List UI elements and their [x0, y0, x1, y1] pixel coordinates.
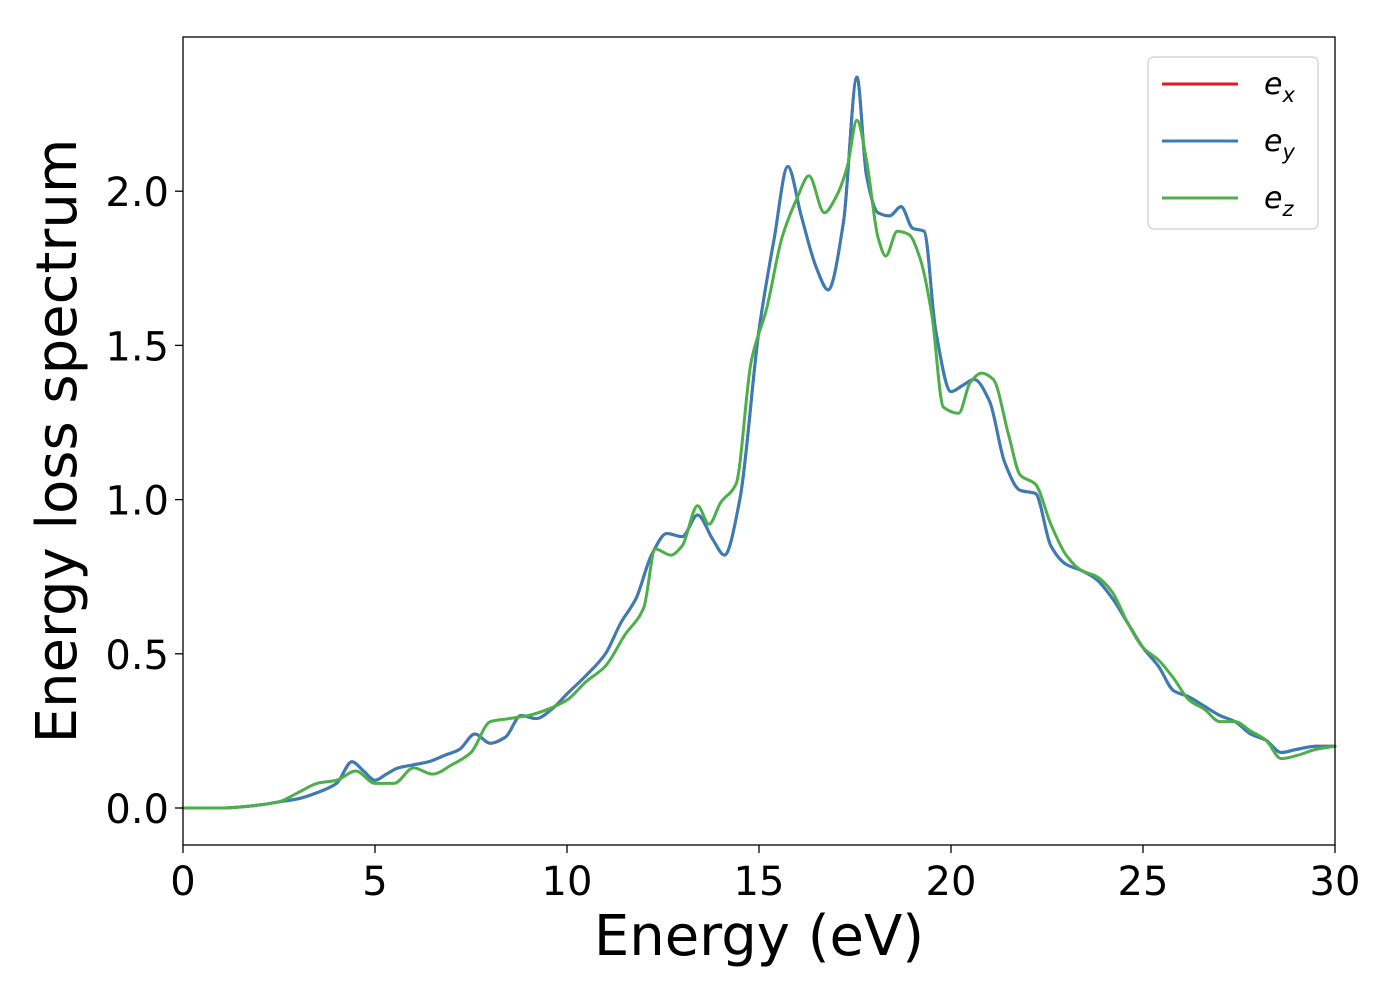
x-tick-label: 25 — [1118, 859, 1169, 905]
y-tick-label: 1.5 — [105, 324, 169, 370]
x-axis-title: Energy (eV) — [594, 904, 924, 969]
y-axis-title: Energy loss spectrum — [25, 139, 90, 744]
y-tick-label: 0.0 — [105, 787, 169, 833]
y-tick-label: 0.5 — [105, 633, 169, 679]
y-tick-label: 2.0 — [105, 170, 169, 216]
x-tick-label: 0 — [170, 859, 195, 905]
x-tick-label: 15 — [734, 859, 785, 905]
legend: ex ey ez — [1147, 56, 1319, 230]
y-tick-label: 1.0 — [105, 479, 169, 525]
legend-label-e-z: ez — [1264, 181, 1294, 221]
x-tick-label: 20 — [926, 859, 977, 905]
legend-label-e-x: ex — [1264, 67, 1295, 107]
x-tick-label: 5 — [362, 859, 387, 905]
legend-label-e-y: ey — [1264, 124, 1295, 164]
legend-box — [1147, 56, 1319, 230]
y-axis-ticks: 0.0 0.5 1.0 1.5 2.0 — [105, 170, 183, 833]
series-layer — [181, 75, 1337, 810]
x-axis-ticks: 0 5 10 15 20 25 30 — [170, 845, 1360, 905]
series-line-e-z — [181, 118, 1337, 810]
x-tick-label: 30 — [1310, 859, 1361, 905]
x-tick-label: 10 — [542, 859, 593, 905]
